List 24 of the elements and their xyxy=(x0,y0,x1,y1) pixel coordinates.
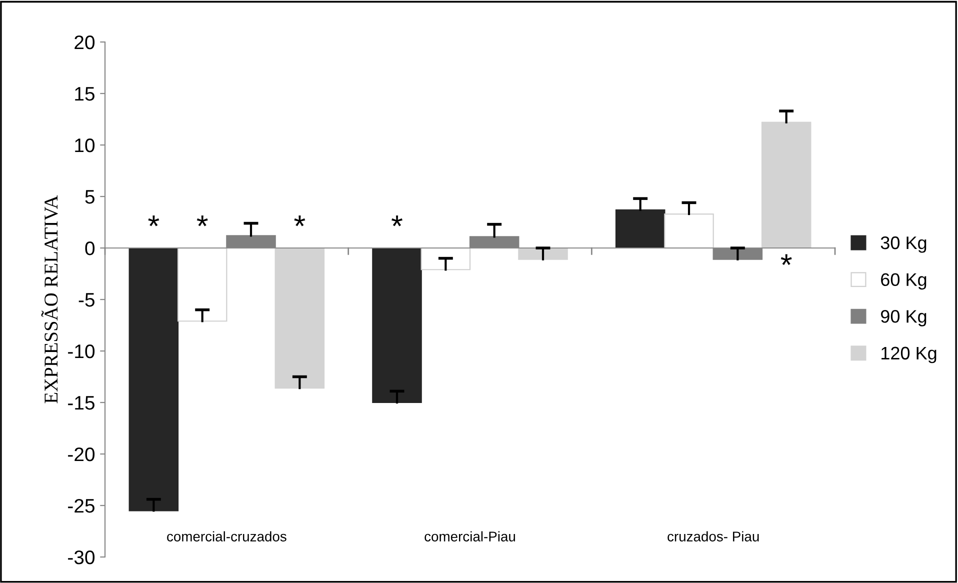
x-tick-label: cruzados- Piau xyxy=(668,531,759,542)
y-tick-label: -15 xyxy=(68,396,94,410)
x-tick-label: comercial-Piau xyxy=(424,531,516,542)
legend-label: 120 Kg xyxy=(882,346,936,364)
y-tick-label: -30 xyxy=(68,550,95,564)
legend-label: 90 Kg xyxy=(880,310,926,326)
y-tick-label: -25 xyxy=(68,498,94,513)
data-label: * xyxy=(196,215,208,226)
legend-label: 60 Kg xyxy=(881,273,926,290)
y-axis-title: EXPRESSÃO RELATIVA xyxy=(41,195,58,404)
data-label: * xyxy=(392,215,402,226)
y-tick-label: 15 xyxy=(75,87,94,101)
y-tick-label: 0 xyxy=(85,241,95,256)
y-tick-label: 10 xyxy=(75,138,95,152)
data-label: * xyxy=(148,215,160,226)
data-label: * xyxy=(780,254,792,265)
y-tick-label: -20 xyxy=(68,447,95,462)
y-tick-label: 5 xyxy=(85,190,94,204)
legend-label: 30 Kg xyxy=(880,236,926,253)
y-tick-label: -10 xyxy=(68,344,95,358)
y-tick-label: 20 xyxy=(74,35,95,50)
x-tick-label: comercial-cruzados xyxy=(167,531,286,542)
data-label: * xyxy=(294,215,306,226)
y-tick-label: -5 xyxy=(78,293,94,307)
